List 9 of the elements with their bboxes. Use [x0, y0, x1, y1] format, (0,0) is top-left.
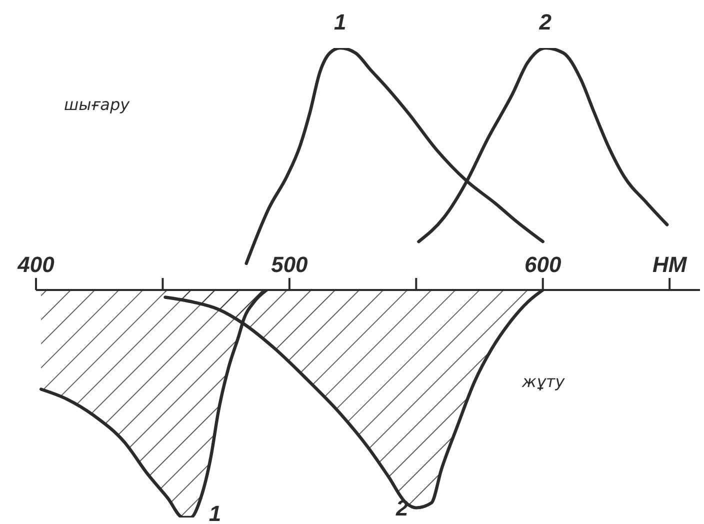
annotation: шығару: [64, 95, 130, 114]
x-tick-label: НМ: [652, 252, 688, 277]
series-label: 2: [538, 10, 552, 34]
x-tick-label: 600: [524, 252, 562, 277]
series-label: 1: [208, 500, 222, 524]
x-tick-label: 400: [16, 252, 56, 277]
annotation: жұту: [522, 372, 565, 391]
series-label: 1: [334, 10, 346, 34]
x-tick-label: 500: [271, 252, 309, 277]
